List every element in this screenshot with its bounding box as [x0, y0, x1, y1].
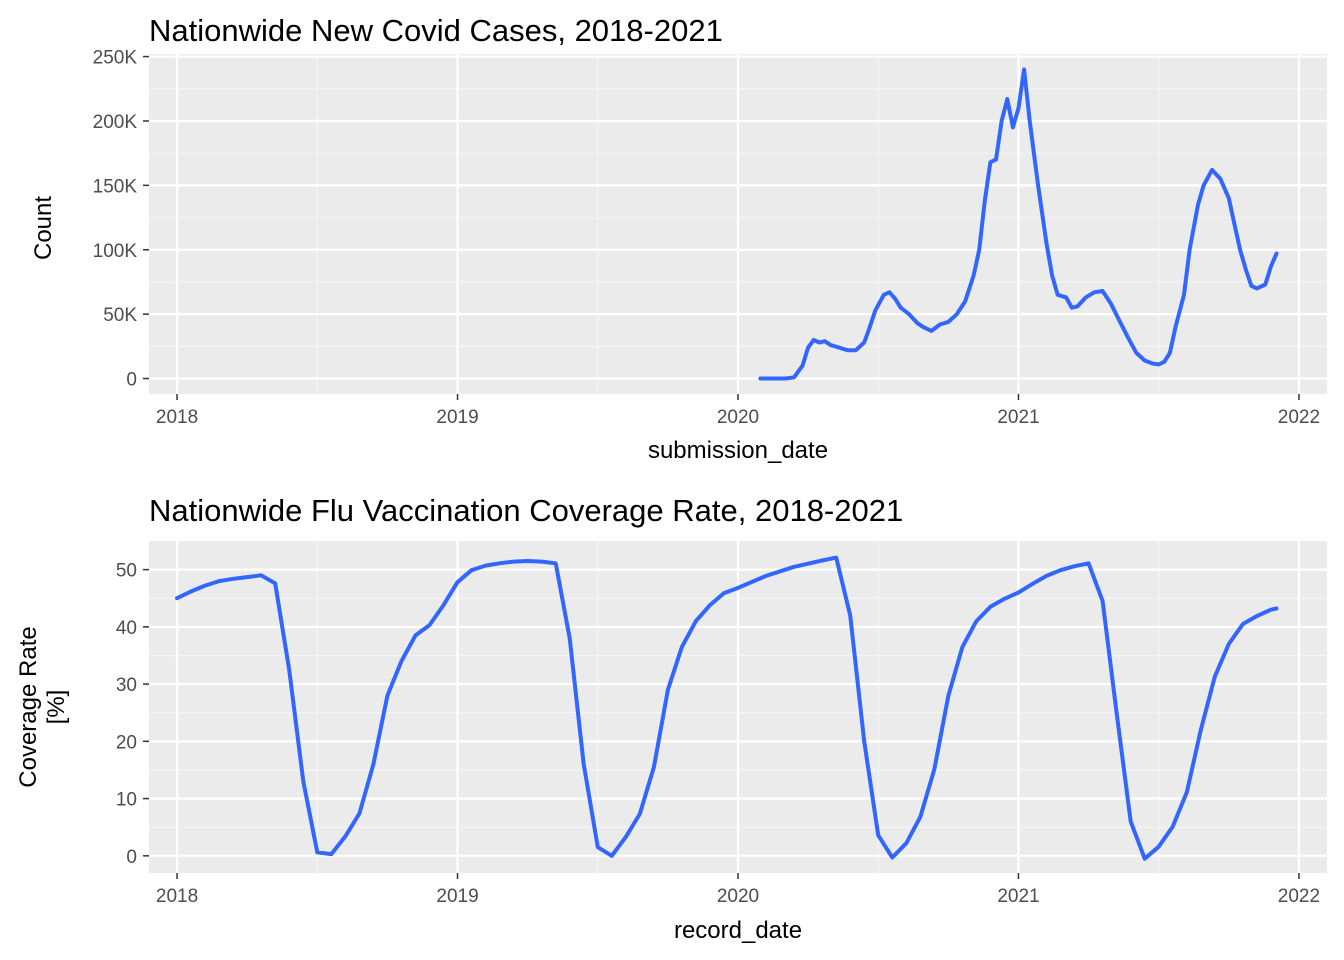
- y-tick-label: 50K: [103, 305, 137, 326]
- x-tick-label: 2020: [717, 886, 759, 907]
- x-tick-labels: 2018 2019 2020 2021 2022: [156, 407, 1320, 428]
- y-tick-label: 40: [116, 618, 137, 639]
- x-tick-label: 2022: [1278, 886, 1320, 907]
- y-axis-label: Coverage Rate [%]: [15, 626, 70, 787]
- y-tick-label: 100K: [93, 241, 138, 262]
- x-tick-label: 2020: [717, 407, 759, 428]
- gridlines: [149, 54, 1327, 394]
- coverage-line: [175, 555, 1279, 861]
- tick-marks: [143, 568, 1300, 879]
- y-tick-label: 150K: [93, 176, 138, 197]
- y-tick-label: 10: [116, 790, 137, 811]
- y-tick-label: 0: [126, 847, 137, 868]
- y-axis-label-line-2: [%]: [43, 690, 70, 725]
- x-axis-label: submission_date: [648, 437, 828, 464]
- y-tick-label: 50: [116, 561, 137, 582]
- covid-cases-chart: Nationwide New Covid Cases, 2018-2021 0 5…: [30, 13, 1327, 464]
- x-tick-label: 2018: [156, 886, 198, 907]
- x-axis-label: record_date: [674, 917, 802, 944]
- y-tick-label: 250K: [93, 48, 138, 69]
- cases-line: [758, 67, 1279, 381]
- x-tick-label: 2019: [436, 886, 478, 907]
- chart-title: Nationwide Flu Vaccination Coverage Rate…: [149, 493, 903, 528]
- x-tick-label: 2018: [156, 407, 198, 428]
- x-tick-label: 2019: [436, 407, 478, 428]
- x-tick-label: 2022: [1278, 407, 1320, 428]
- y-tick-label: 20: [116, 732, 137, 753]
- y-tick-label: 30: [116, 675, 137, 696]
- y-tick-label: 0: [126, 370, 137, 391]
- y-tick-label: 200K: [93, 112, 138, 133]
- y-axis-label: Count: [30, 196, 57, 260]
- x-tick-label: 2021: [997, 886, 1039, 907]
- chart-title: Nationwide New Covid Cases, 2018-2021: [149, 13, 723, 48]
- x-tick-label: 2021: [997, 407, 1039, 428]
- gridlines: [149, 541, 1327, 873]
- tick-marks: [143, 55, 1300, 400]
- y-tick-labels: 0 50K 100K 150K 200K 250K: [93, 48, 138, 391]
- flu-coverage-chart: Nationwide Flu Vaccination Coverage Rate…: [15, 493, 1327, 944]
- y-axis-label-line-1: Coverage Rate: [15, 626, 42, 787]
- y-tick-labels: 0 10 20 30 40 50: [116, 561, 137, 868]
- x-tick-labels: 2018 2019 2020 2021 2022: [156, 886, 1320, 907]
